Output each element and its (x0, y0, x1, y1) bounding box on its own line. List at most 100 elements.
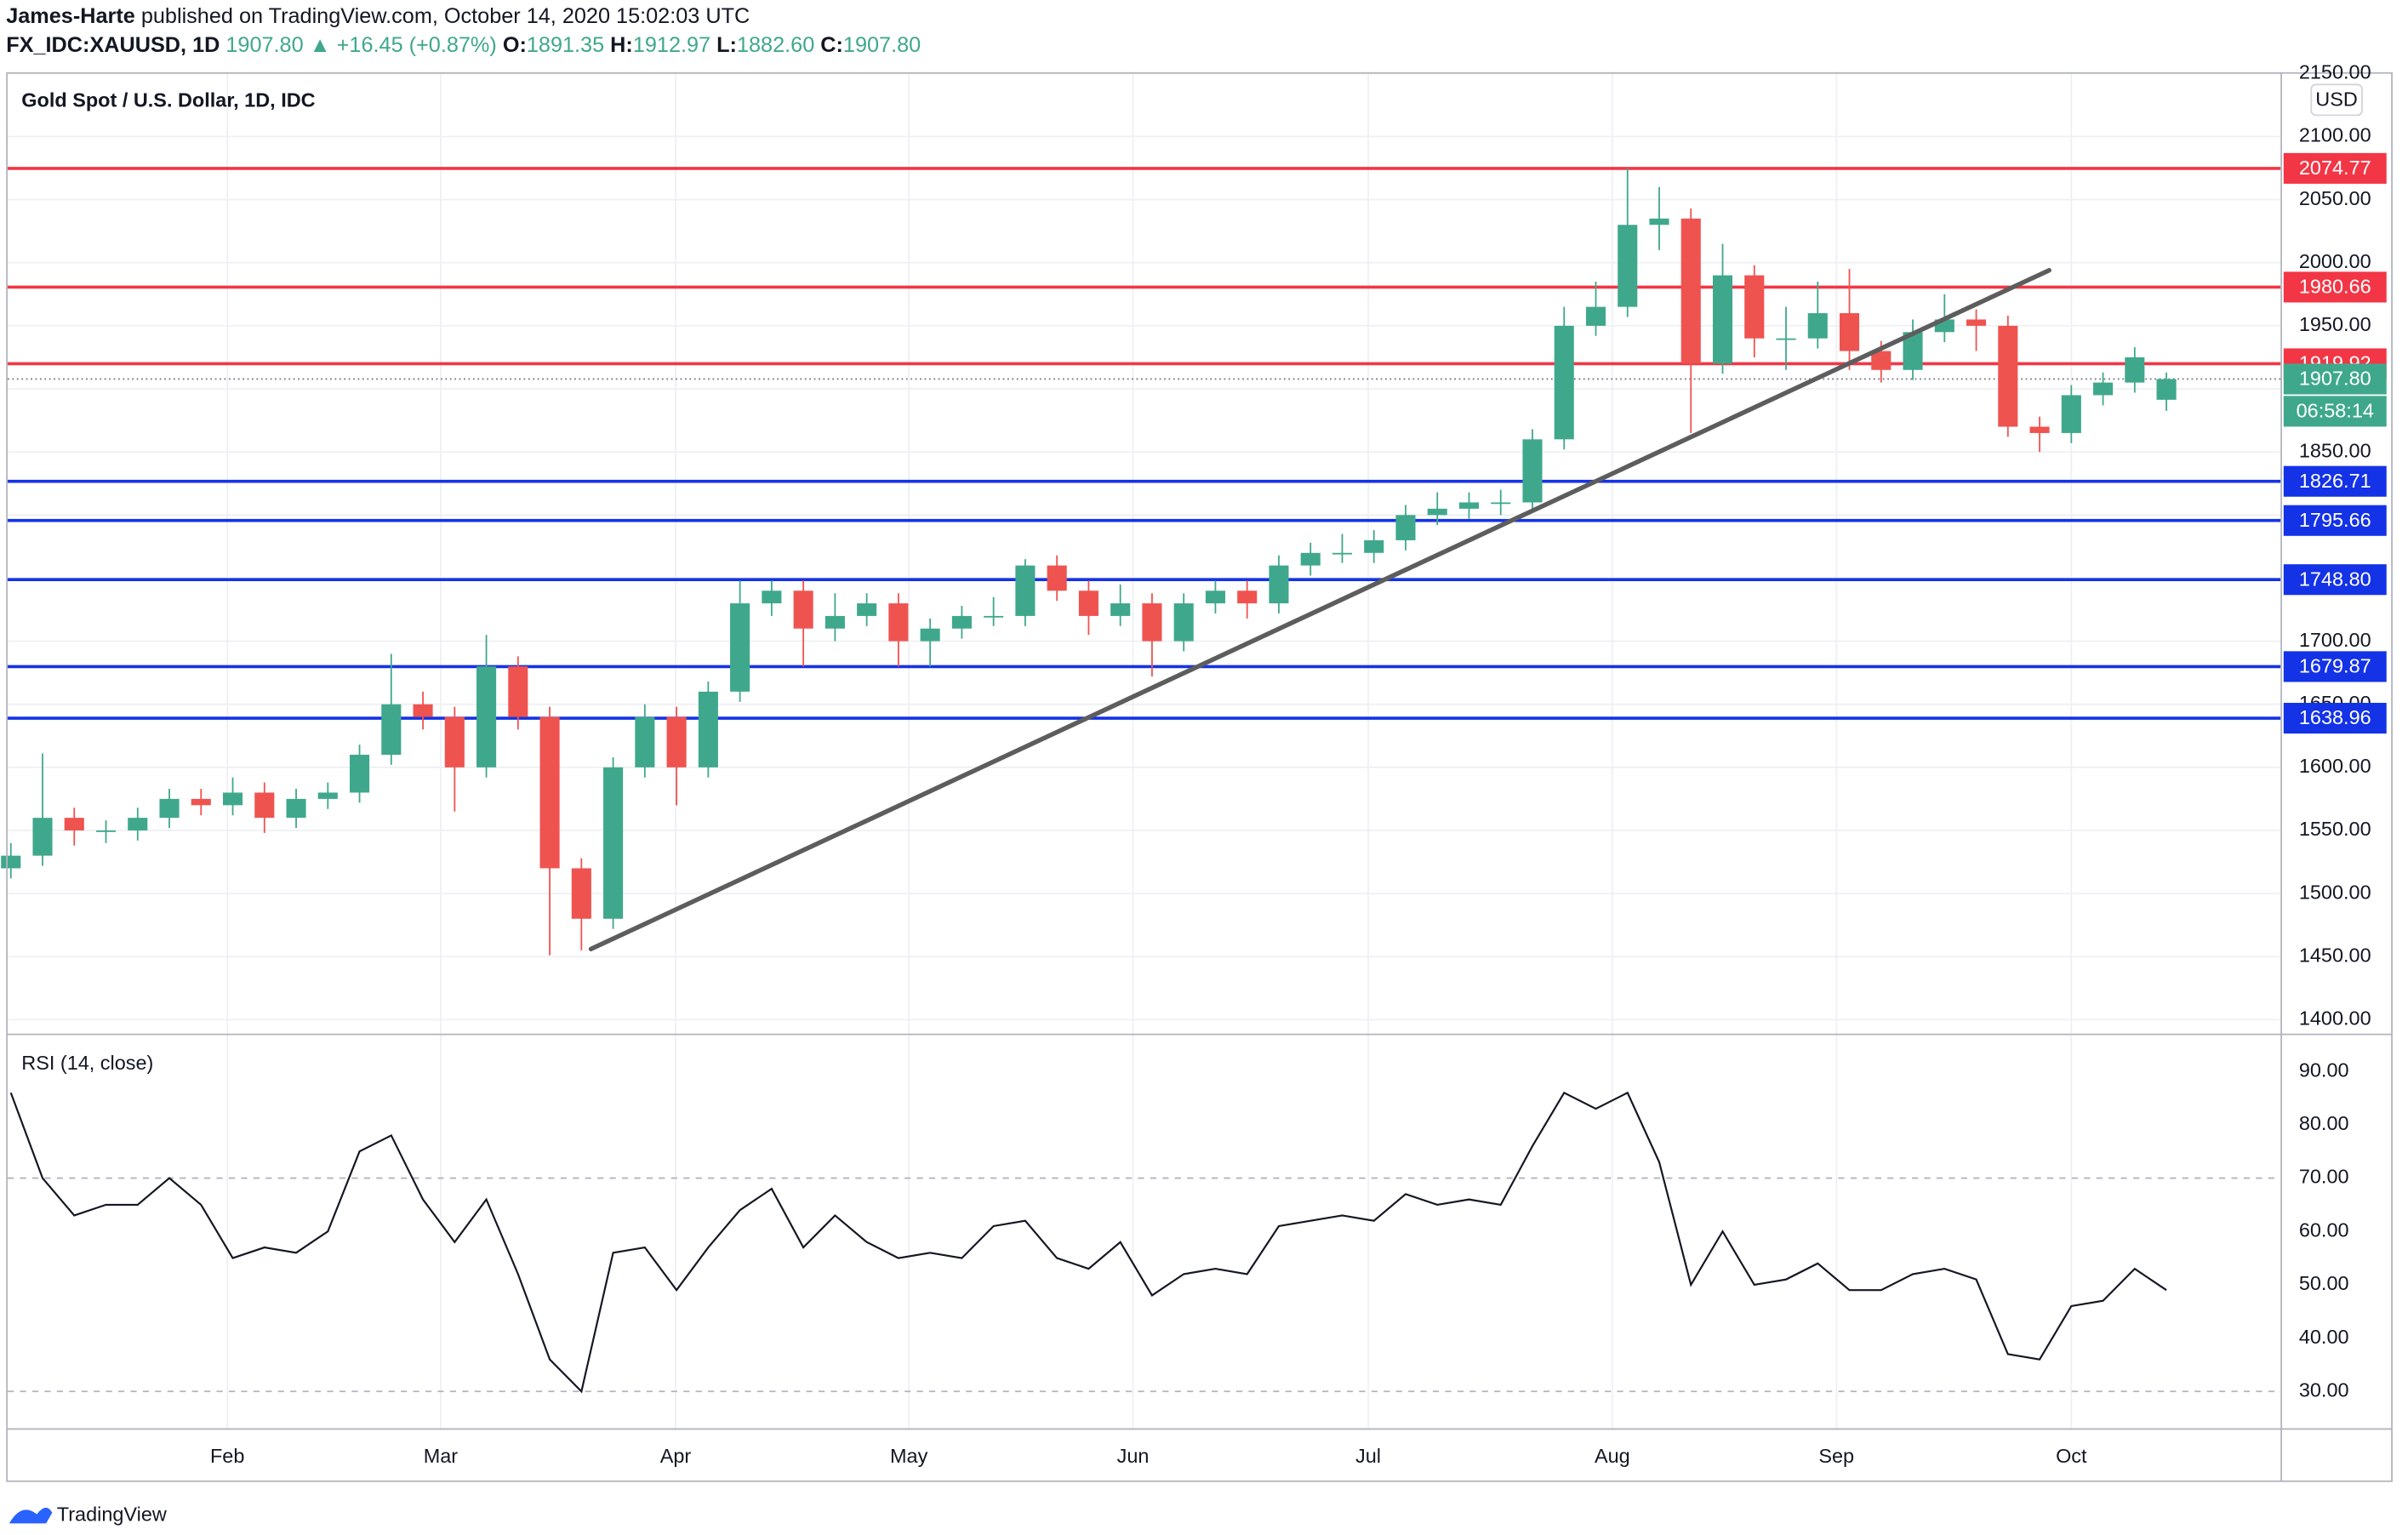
rsi-tick-label: 50.00 (2299, 1272, 2349, 1294)
candle-body (730, 603, 750, 692)
level-box (2283, 651, 2387, 682)
ohlc-label: C: (820, 33, 843, 57)
x-tick-label: Feb (210, 1445, 244, 1467)
last-price-box (2283, 363, 2387, 395)
candle-body (1744, 275, 1765, 339)
ohlc-value: 1907.80 (843, 33, 921, 57)
ohlc-value: 1882.60 (737, 33, 814, 57)
candle-body (825, 615, 845, 629)
frame (6, 71, 2393, 1482)
candle-body (1015, 565, 1036, 616)
grid (8, 71, 2281, 1429)
candle-body (2125, 357, 2145, 383)
level-label: 1748.80 (2299, 568, 2371, 590)
candle-body (539, 716, 560, 869)
symbol-line: FX_IDC:XAUUSD, 1D 1907.80 ▲ +16.45 (+0.8… (6, 33, 921, 57)
candle-body (1618, 225, 1638, 307)
y-tick-label: 1400.00 (2299, 1007, 2371, 1030)
candle-body (920, 628, 940, 642)
candle-body (793, 591, 813, 629)
candle-body (2061, 395, 2081, 433)
level-label: 1795.66 (2299, 509, 2371, 531)
trendline (588, 267, 2051, 952)
published: published on TradingView.com, October 14… (141, 4, 750, 28)
candle-body (1522, 439, 1543, 503)
candle-body (951, 615, 972, 629)
y-tick-label: 2100.00 (2299, 124, 2371, 146)
candle-body (1903, 332, 1923, 370)
candle-body (1998, 325, 2018, 427)
symbol: FX_IDC:XAUUSD, 1D (6, 33, 220, 57)
y-tick-label: 1550.00 (2299, 818, 2371, 840)
candle-body (1142, 603, 1162, 642)
level-box (2283, 465, 2387, 497)
frame-border (6, 71, 2393, 1482)
level-label: 1826.71 (2299, 470, 2371, 492)
candle-body (222, 792, 243, 806)
candle-body (1364, 539, 1384, 553)
candle-body (1458, 502, 1480, 509)
candle-body (381, 704, 402, 756)
candle-body (1680, 218, 1701, 364)
rsi-tick-label: 60.00 (2299, 1218, 2349, 1241)
candle-body (191, 798, 211, 806)
candle-body (571, 868, 591, 919)
level-label: 2074.77 (2299, 157, 2371, 179)
x-tick-label: Oct (2056, 1445, 2087, 1467)
level-label: 1638.96 (2299, 706, 2371, 728)
x-tick-label: Jun (1117, 1445, 1150, 1467)
candle-body (1110, 603, 1131, 616)
candle-body (2029, 426, 2050, 433)
candle-body (1332, 552, 1353, 555)
candle-body (413, 704, 433, 717)
y-tick-label: 2050.00 (2299, 187, 2371, 209)
candle-body (1585, 306, 1606, 326)
rsi-tick-label: 90.00 (2299, 1059, 2349, 1081)
ohlc-label: O: (503, 33, 527, 57)
candle-body (1839, 313, 1860, 351)
y-tick-label: 1600.00 (2299, 755, 2371, 777)
currency: USD (2315, 88, 2358, 110)
candle-body (95, 830, 117, 832)
countdown: 06:58:14 (2297, 399, 2374, 421)
footer-brand: TradingView (57, 1504, 167, 1526)
logo-icon (9, 1507, 53, 1524)
y-tick-label: 1700.00 (2299, 629, 2371, 651)
candle-body (1871, 351, 1892, 370)
y-tick-label: 1950.00 (2299, 313, 2371, 335)
x-tick-label: Sep (1818, 1445, 1854, 1467)
candle-body (1047, 565, 1067, 591)
y-tick-label: 2150.00 (2299, 61, 2371, 83)
rsi-title: RSI (14, close) (21, 1052, 153, 1074)
rsi-tick-label: 40.00 (2299, 1326, 2349, 1348)
candle-body (2093, 382, 2114, 396)
x-tick-label: Aug (1595, 1445, 1630, 1467)
rsi-line (9, 1091, 2167, 1394)
candle-body (1491, 502, 1511, 505)
author: James-Harte (6, 4, 135, 28)
candle-body (1237, 591, 1258, 604)
candle-body (1078, 591, 1098, 616)
level-box (2283, 703, 2387, 734)
candle-body (1300, 552, 1321, 566)
rsi-tick-label: 70.00 (2299, 1166, 2349, 1188)
candle-body (32, 818, 53, 856)
candle-body (1395, 515, 1416, 540)
candle-body (1712, 275, 1733, 364)
candle-body (317, 792, 338, 799)
ohlc-value: 1891.35 (527, 33, 604, 57)
x-tick-label: Jul (1355, 1445, 1381, 1467)
candle-body (476, 666, 497, 768)
rsi-tick-label: 30.00 (2299, 1378, 2349, 1401)
candle-body (698, 691, 718, 768)
candle-body (350, 755, 370, 793)
x-tick-label: May (890, 1445, 928, 1467)
candle-body (64, 818, 84, 830)
publish-line: James-Harte published on TradingView.com… (6, 4, 750, 28)
footer-logo (9, 1507, 53, 1524)
x-tick-label: Apr (660, 1445, 692, 1467)
candle-body (2156, 379, 2177, 400)
candle-body (1649, 218, 1669, 225)
candle-body (1776, 338, 1796, 340)
